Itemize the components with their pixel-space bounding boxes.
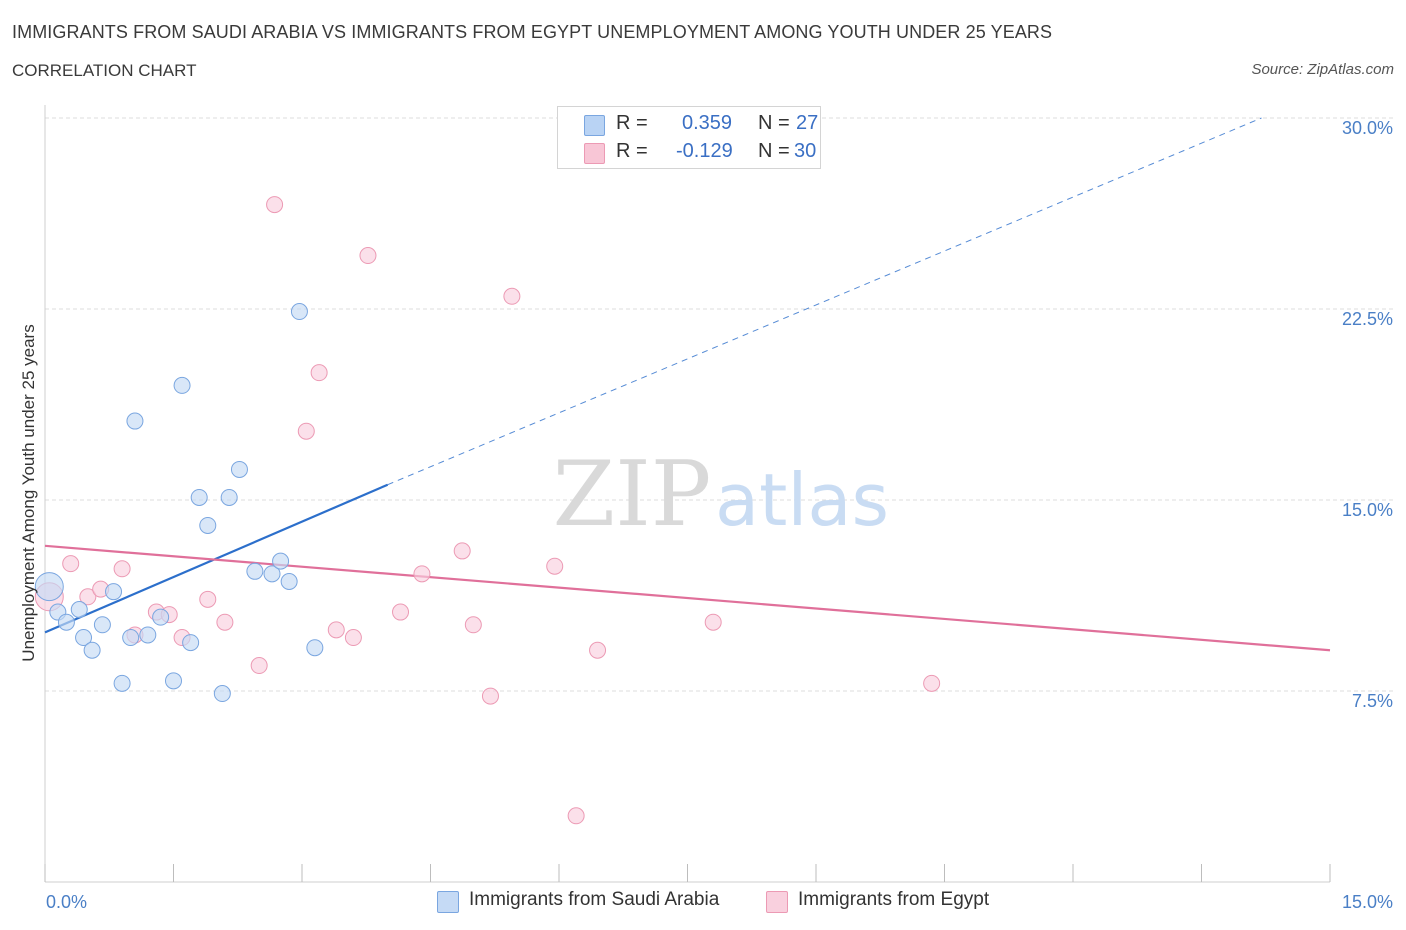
point-saudi-arabia — [246, 562, 264, 580]
point-saudi-arabia — [70, 601, 88, 619]
point-egypt — [310, 364, 328, 382]
point-egypt — [546, 557, 564, 575]
legend-swatch-egypt — [584, 143, 605, 164]
legend-r-value: -0.129 — [676, 140, 733, 162]
point-egypt — [503, 287, 521, 305]
point-saudi-arabia — [152, 608, 170, 626]
legend-r-label: R = — [616, 112, 648, 134]
point-saudi-arabia — [272, 552, 290, 570]
point-egypt — [250, 657, 268, 675]
correlation-legend: R = 0.359 N = 27 R = -0.129 N = 30 — [557, 106, 821, 169]
legend-n-label: N = — [758, 140, 790, 162]
chart-title: IMMIGRANTS FROM SAUDI ARABIA VS IMMIGRAN… — [12, 22, 1053, 42]
watermark-atlas: atlas — [715, 458, 889, 542]
point-saudi-arabia — [173, 376, 191, 394]
point-egypt — [266, 196, 284, 214]
bottom-legend-swatch-egypt — [766, 891, 788, 913]
point-saudi-arabia — [57, 613, 75, 631]
bottom-legend-label-egypt: Immigrants from Egypt — [798, 889, 990, 910]
trend-lines — [44, 117, 1331, 652]
legend-r-label: R = — [616, 140, 648, 162]
point-saudi-arabia — [306, 639, 324, 657]
source-credit: Source: ZipAtlas.com — [1251, 61, 1394, 78]
point-saudi-arabia — [113, 674, 131, 692]
x-tick-label: 15.0% — [1342, 892, 1393, 912]
point-saudi-arabia — [165, 672, 182, 690]
point-egypt — [481, 687, 499, 705]
data-points — [34, 196, 941, 825]
point-saudi-arabia — [190, 488, 208, 506]
point-saudi-arabia — [199, 516, 217, 534]
point-saudi-arabia — [83, 641, 101, 659]
y-tick-label: 7.5% — [1352, 691, 1393, 711]
point-saudi-arabia — [220, 488, 238, 506]
point-egypt — [199, 590, 217, 608]
y-tick-label: 30.0% — [1342, 118, 1393, 138]
point-egypt — [464, 616, 482, 634]
point-saudi-arabia — [126, 412, 144, 430]
chart-subtitle: CORRELATION CHART — [12, 61, 197, 80]
tick-labels: 7.5% 15.0% 22.5% 30.0% 0.0% 15.0% — [46, 118, 1393, 912]
point-egypt — [344, 629, 362, 647]
x-tick-label: 0.0% — [46, 892, 87, 912]
legend-r-value: 0.359 — [682, 112, 733, 134]
point-egypt — [923, 674, 941, 692]
point-saudi-arabia — [290, 303, 308, 321]
point-egypt — [79, 588, 97, 606]
point-egypt — [62, 555, 80, 573]
point-saudi-arabia — [93, 616, 111, 634]
point-egypt — [113, 560, 131, 578]
gridlines — [45, 117, 1395, 692]
y-axis-label: Unemployment Among Youth under 25 years — [19, 324, 38, 661]
point-saudi-arabia — [182, 634, 200, 652]
point-saudi-arabia — [122, 629, 140, 647]
trend-line-saudi-arabia — [44, 483, 389, 634]
point-saudi-arabia — [105, 583, 123, 601]
point-egypt — [589, 641, 607, 659]
bottom-legend-label-saudi-arabia: Immigrants from Saudi Arabia — [469, 889, 720, 910]
legend-n-value: 27 — [796, 112, 819, 134]
legend-swatch-saudi-arabia — [584, 115, 605, 136]
point-saudi-arabia — [230, 460, 248, 478]
point-egypt — [327, 621, 345, 639]
point-saudi-arabia — [139, 626, 157, 644]
point-saudi-arabia — [263, 565, 281, 583]
point-egypt — [704, 613, 722, 631]
watermark-zip: ZIP — [553, 442, 712, 547]
legend-n-value: 30 — [794, 140, 817, 162]
y-tick-label: 15.0% — [1342, 500, 1393, 520]
point-egypt — [216, 613, 234, 631]
trend-line-egypt — [44, 544, 1331, 652]
point-egypt — [359, 247, 377, 265]
axes — [44, 105, 1331, 883]
point-saudi-arabia — [280, 572, 298, 590]
point-saudi-arabia — [75, 629, 93, 647]
point-saudi-arabia — [34, 572, 64, 602]
bottom-legend-swatch-saudi-arabia — [437, 891, 459, 913]
point-egypt — [567, 807, 585, 825]
point-egypt — [392, 603, 410, 621]
watermark: ZIP atlas — [553, 442, 889, 547]
legend-n-label: N = — [758, 112, 790, 134]
point-egypt — [453, 542, 471, 560]
point-egypt — [297, 422, 315, 440]
trend-line-saudi-arabia-projection — [387, 117, 1262, 486]
point-saudi-arabia — [213, 685, 231, 703]
y-tick-label: 22.5% — [1342, 309, 1393, 329]
point-egypt — [413, 565, 431, 583]
